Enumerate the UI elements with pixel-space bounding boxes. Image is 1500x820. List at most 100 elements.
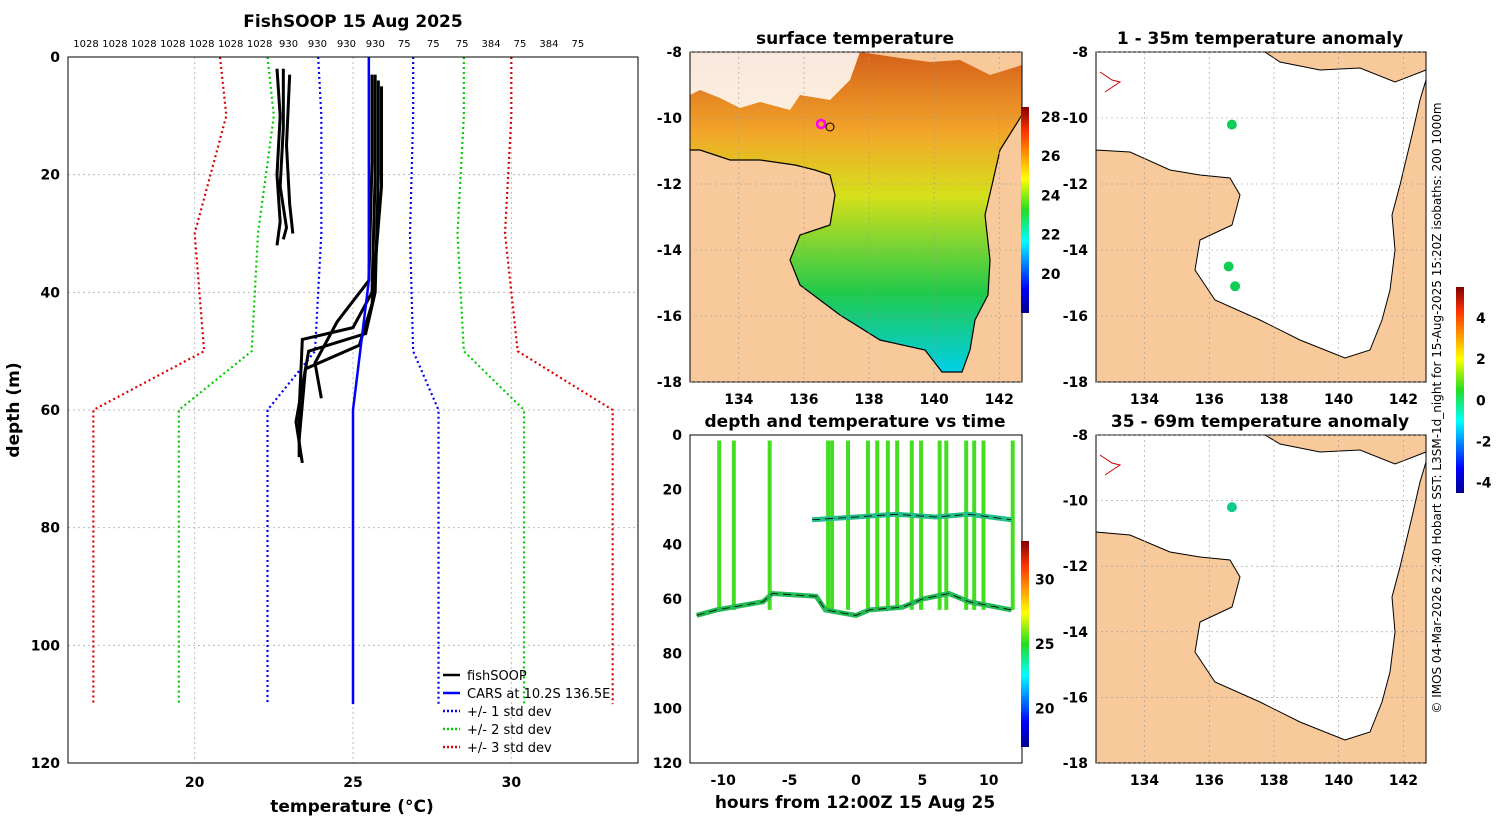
std-dev-line-plus3 <box>503 57 614 705</box>
time-xlabel: hours from 12:00Z 15 Aug 25 <box>715 793 995 813</box>
profile-ytick-label: 100 <box>31 638 60 654</box>
sst-colorbar <box>1021 107 1029 313</box>
time-xtick-label: 0 <box>851 773 861 789</box>
anomaly-point <box>1223 261 1234 272</box>
time-series <box>695 440 1015 618</box>
map-ytick-label: -18 <box>657 375 682 391</box>
anomaly-deep-river <box>1099 454 1122 476</box>
map-ytick-label: -18 <box>1063 756 1088 772</box>
map-ytick-label: -12 <box>657 177 682 193</box>
map-ytick-label: -10 <box>1063 494 1089 510</box>
map-ytick-label: -12 <box>1063 177 1088 193</box>
map-xtick-label: 140 <box>1324 773 1353 789</box>
side-credit-text: © IMOS 04-Mar-2026 22:40 Hobart SST: L3S… <box>1430 102 1444 713</box>
colorbar-tick-label: 26 <box>1041 149 1060 165</box>
time-ytick-label: 20 <box>663 483 683 499</box>
legend-label: CARS at 10.2S 136.5E <box>467 687 610 702</box>
profile-title: FishSOOP 15 Aug 2025 <box>243 12 462 32</box>
top-depth-label: 1028 <box>73 39 98 50</box>
profile-xtick-label: 30 <box>502 775 522 791</box>
time-xtick-label: 5 <box>918 773 928 789</box>
anomaly-deep-panel: 35 - 69m temperature anomaly 134 136 138 14… <box>1063 287 1492 789</box>
tow-trace-shallow <box>812 511 1012 523</box>
colorbar-tick-label: 20 <box>1041 267 1061 283</box>
std-dev-line-plus1 <box>408 57 440 705</box>
time-ytick-label: 120 <box>653 756 682 772</box>
map-ytick-label: -14 <box>657 243 683 259</box>
profile-ylabel: depth (m) <box>4 362 24 457</box>
top-depth-label: 1028 <box>102 39 127 50</box>
std-dev-line-minus1 <box>266 56 323 705</box>
time-ytick-label: 0 <box>672 428 682 444</box>
cars-profile-line <box>351 57 371 705</box>
anomaly-shallow-ticks: 134 136 138 140 142 -8 -10 -12 -14 -16 -18 <box>1063 45 1426 408</box>
profile-legend: fishSOOP CARS at 10.2S 136.5E +/- 1 std de… <box>443 669 610 756</box>
map-ytick-label: -18 <box>1063 375 1088 391</box>
profile-axes-box <box>67 56 639 764</box>
profile-lines <box>92 56 614 705</box>
fishsoop-profile-line <box>297 74 377 458</box>
anomaly-point <box>1226 502 1237 513</box>
map-ytick-label: -16 <box>657 309 682 325</box>
anomaly-deep-ticks: 134 136 138 140 142 -8 -10 -12 -14 -16 -18 4 2 0 -2 -4 <box>1063 311 1492 789</box>
profile-ytick-label: 60 <box>41 403 61 419</box>
profile-ytick-label: 0 <box>50 50 60 66</box>
map-xtick-label: 138 <box>854 392 883 408</box>
time-panel: depth and temperature vs time -10 -5 0 5 100… <box>653 412 1055 813</box>
sst-sea-field <box>690 52 1022 372</box>
map-ytick-label: -8 <box>1072 45 1088 61</box>
top-depth-label: 1028 <box>160 39 185 50</box>
top-depth-label: 75 <box>571 39 584 50</box>
map-xtick-label: 140 <box>920 392 949 408</box>
top-depth-label: 930 <box>337 39 356 50</box>
map-ytick-label: -14 <box>1063 243 1089 259</box>
profile-ytick-label: 80 <box>41 521 61 537</box>
legend-label: +/- 1 std dev <box>467 705 552 720</box>
anomaly-shallow-title: 1 - 35m temperature anomaly <box>1117 29 1403 49</box>
anomaly-deep-land <box>1095 435 1427 764</box>
profile-ytick-label: 120 <box>31 756 60 772</box>
map-xtick-label: 142 <box>985 392 1014 408</box>
time-xtick-label: -5 <box>782 773 798 789</box>
anomaly-colorbar <box>1456 287 1464 493</box>
sst-coastline <box>690 114 1023 373</box>
map-xtick-label: 134 <box>1130 773 1159 789</box>
top-depth-label: 1028 <box>218 39 243 50</box>
anomaly-point <box>1226 119 1237 130</box>
sst-ticks: 134 136 138 140 142 -8 -10 -12 -14 -16 -18 28 26 24 22… <box>657 45 1061 408</box>
top-depth-label: 1028 <box>131 39 156 50</box>
map-xtick-label: 142 <box>1389 392 1418 408</box>
anomaly-shallow-land <box>1095 52 1427 383</box>
colorbar-tick-label: 2 <box>1476 352 1486 368</box>
std-dev-line-minus3 <box>92 56 228 705</box>
top-depth-label: 930 <box>308 39 327 50</box>
colorbar-tick-label: 22 <box>1041 228 1060 244</box>
top-depth-label: 384 <box>482 39 501 50</box>
sst-location-marker <box>815 118 827 130</box>
sst-north-land <box>860 52 1022 75</box>
top-depth-label: 1028 <box>247 39 272 50</box>
time-colorbar <box>1021 541 1029 747</box>
top-depth-label: 930 <box>279 39 298 50</box>
std-dev-line-minus2 <box>177 56 275 705</box>
fishsoop-profile-line <box>284 74 295 234</box>
top-depth-label: 75 <box>514 39 527 50</box>
colorbar-tick-label: -4 <box>1476 476 1492 492</box>
legend-label: fishSOOP <box>467 669 527 684</box>
top-depth-label: 75 <box>456 39 469 50</box>
map-xtick-label: 140 <box>1324 392 1353 408</box>
colorbar-tick-label: 4 <box>1476 311 1486 327</box>
time-xtick-label: 10 <box>979 773 999 789</box>
fishsoop-profile-line <box>297 86 383 440</box>
colorbar-tick-label: 0 <box>1476 393 1486 409</box>
map-xtick-label: 134 <box>1130 392 1159 408</box>
map-ytick-label: -16 <box>1063 690 1088 706</box>
std-dev-line-plus2 <box>456 57 526 705</box>
time-ytick-label: 100 <box>653 701 682 717</box>
map-xtick-label: 138 <box>1259 392 1288 408</box>
time-ytick-label: 60 <box>663 592 683 608</box>
anomaly-shallow-panel: 1 - 35m temperature anomaly 134 136 138 140… <box>1063 29 1427 408</box>
top-depth-label: 75 <box>427 39 440 50</box>
colorbar-tick-label: 30 <box>1035 573 1055 589</box>
